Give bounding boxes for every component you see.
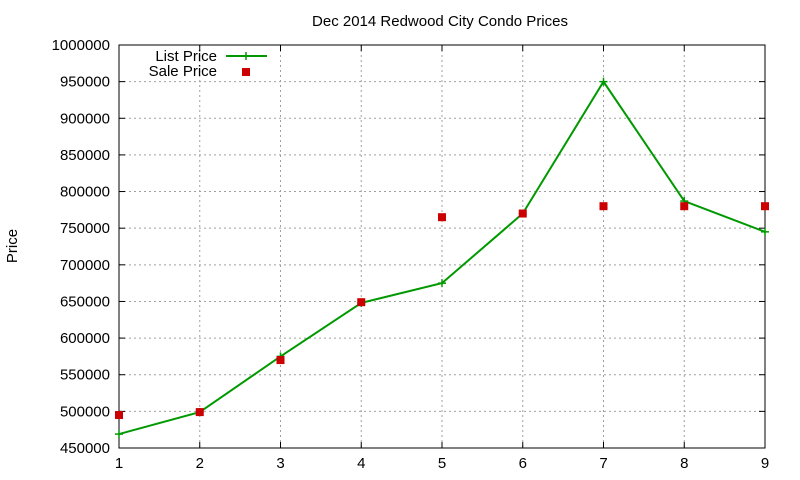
x-tick-label: 5 <box>438 455 446 472</box>
x-tick-label: 7 <box>599 455 607 472</box>
sale-price-point <box>115 411 123 420</box>
y-tick-label: 1000000 <box>52 37 110 54</box>
y-tick-label: 600000 <box>60 330 110 347</box>
x-tick-label: 6 <box>519 455 527 472</box>
y-tick-label: 900000 <box>60 110 110 127</box>
legend-label-sale-price: Sale Price <box>149 63 217 80</box>
axis-ticks: 450000 500000 550000 600000 650000 700000 7500… <box>52 37 770 472</box>
legend-swatch-sale-price <box>242 68 250 76</box>
sale-price-point <box>195 408 204 417</box>
y-tick-label: 700000 <box>60 257 110 274</box>
y-tick-label: 650000 <box>60 293 110 310</box>
y-tick-label: 450000 <box>60 440 110 457</box>
x-tick-label: 4 <box>357 455 365 472</box>
x-tick-label: 9 <box>761 455 769 472</box>
y-tick-label: 550000 <box>60 367 110 384</box>
y-tick-label: 500000 <box>60 403 110 420</box>
series-layer <box>115 77 769 439</box>
y-tick-label: 800000 <box>60 184 110 201</box>
sale-price-point <box>276 356 285 365</box>
list-price-point <box>761 227 769 236</box>
list-price-point <box>115 430 123 439</box>
grid-lines <box>119 45 765 448</box>
chart-title: Dec 2014 Redwood City Condo Prices <box>312 13 568 30</box>
y-tick-label: 950000 <box>60 74 110 91</box>
y-axis-label: Price <box>4 229 21 263</box>
x-tick-label: 2 <box>196 455 204 472</box>
x-tick-label: 1 <box>115 455 123 472</box>
sale-price-point <box>438 213 446 222</box>
list-price-point <box>438 279 446 288</box>
sale-price-point <box>599 202 608 211</box>
y-tick-label: 750000 <box>60 220 110 237</box>
list-price-point <box>599 77 608 86</box>
sale-price-point <box>518 209 527 218</box>
y-tick-label: 850000 <box>60 147 110 164</box>
x-tick-label: 8 <box>680 455 688 472</box>
x-tick-label: 3 <box>276 455 284 472</box>
sale-price-point <box>761 202 769 211</box>
legend-label-list-price: List Price <box>155 48 217 65</box>
sale-price-point <box>357 298 366 307</box>
sale-price-point <box>680 202 689 211</box>
